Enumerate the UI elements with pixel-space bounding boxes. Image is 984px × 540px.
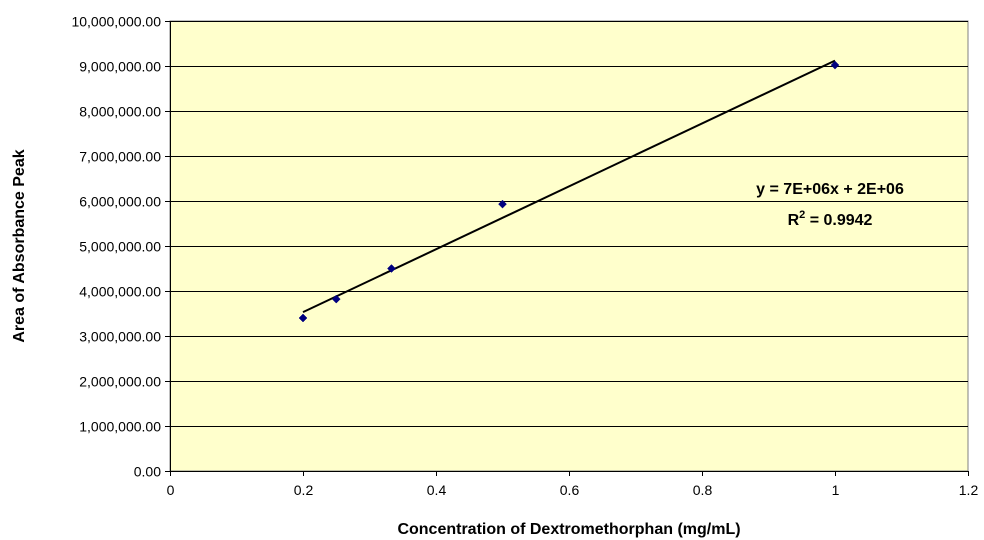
y-tick-label-6: 6,000,000.00 bbox=[79, 194, 161, 210]
x-tick-label-1: 0.2 bbox=[294, 482, 314, 498]
y-tick-label-2: 2,000,000.00 bbox=[79, 374, 161, 390]
y-tick-label-8: 8,000,000.00 bbox=[79, 104, 161, 120]
data-point-0-1 bbox=[331, 294, 341, 304]
x-tick-label-5: 1 bbox=[832, 482, 840, 498]
r-squared-superscript: 2 bbox=[799, 209, 805, 221]
trendline-equation: y = 7E+06x + 2E+06 bbox=[756, 181, 904, 198]
x-tick-label-6: 1.2 bbox=[959, 482, 979, 498]
y-axis-ticks: 0.00 1,000,000.00 2,000,000.00 3,000,000.00… bbox=[71, 14, 170, 480]
data-point-0-3 bbox=[498, 199, 507, 209]
x-axis-ticks: 0 0.2 0.4 0.6 0.8 1 1.2 bbox=[167, 471, 979, 498]
y-tick-label-9: 9,000,000.00 bbox=[79, 59, 161, 75]
x-tick-label-2: 0.4 bbox=[427, 482, 447, 498]
data-point-0-4 bbox=[830, 60, 840, 70]
y-tick-label-5: 5,000,000.00 bbox=[79, 239, 161, 255]
y-axis-title: Area of Absorbance Peak bbox=[11, 149, 28, 342]
gridlines bbox=[170, 21, 968, 427]
y-tick-label-0: 0.00 bbox=[134, 464, 161, 480]
r-squared-value: = 0.9942 bbox=[805, 212, 872, 229]
x-tick-label-4: 0.8 bbox=[693, 482, 713, 498]
x-tick-label-0: 0 bbox=[167, 482, 175, 498]
y-tick-label-1: 1,000,000.00 bbox=[79, 419, 161, 435]
y-tick-label-4: 4,000,000.00 bbox=[79, 284, 161, 300]
y-tick-label-3: 3,000,000.00 bbox=[79, 329, 161, 345]
data-point-0-0 bbox=[298, 313, 308, 323]
y-tick-label-10: 10,000,000.00 bbox=[71, 14, 161, 30]
data-point-0-2 bbox=[387, 264, 396, 273]
data-points bbox=[298, 60, 840, 323]
r-squared-label: R2 = 0.9942 bbox=[788, 209, 873, 229]
x-tick-label-3: 0.6 bbox=[560, 482, 580, 498]
r-squared-prefix: R bbox=[788, 212, 800, 229]
x-axis-title: Concentration of Dextromethorphan (mg/mL… bbox=[397, 521, 740, 538]
y-tick-label-7: 7,000,000.00 bbox=[79, 149, 161, 165]
